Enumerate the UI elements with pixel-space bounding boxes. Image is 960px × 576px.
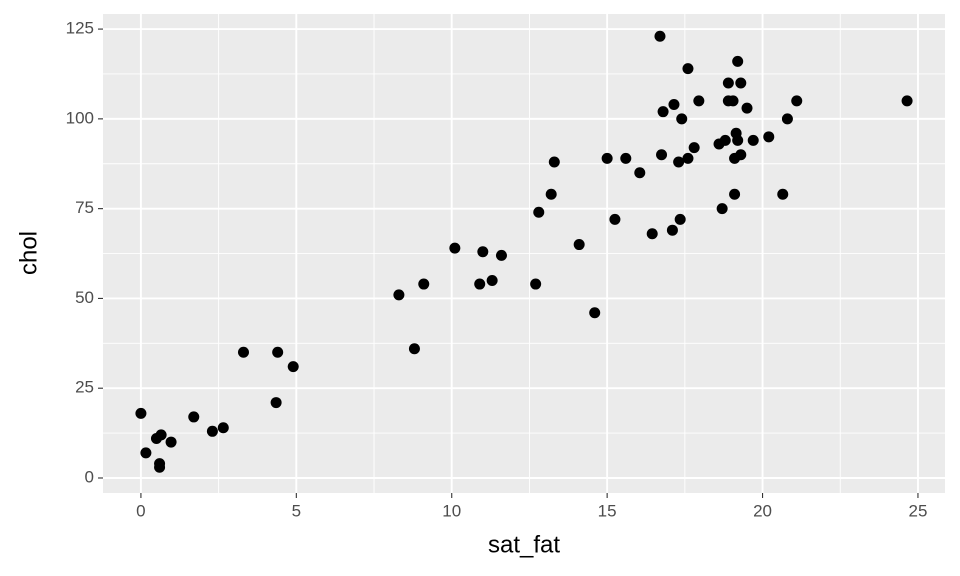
point	[272, 346, 284, 358]
point	[732, 134, 744, 146]
point	[693, 95, 705, 107]
point	[777, 188, 789, 200]
point	[609, 213, 621, 225]
point	[741, 102, 753, 114]
point	[901, 95, 913, 107]
point	[676, 113, 688, 125]
point	[646, 228, 658, 240]
point	[165, 436, 177, 448]
point	[486, 274, 498, 286]
point	[674, 213, 686, 225]
point	[735, 77, 747, 89]
point	[634, 167, 646, 179]
point	[763, 131, 775, 143]
point	[495, 249, 507, 261]
point	[237, 346, 249, 358]
point	[270, 397, 282, 409]
y-tick-label: 100	[66, 108, 94, 127]
point	[477, 246, 489, 258]
point	[735, 149, 747, 161]
point	[449, 242, 461, 254]
x-axis-title: sat_fat	[488, 531, 560, 558]
point	[548, 156, 560, 168]
point	[729, 188, 741, 200]
point	[620, 152, 632, 164]
point	[688, 142, 700, 154]
point	[722, 77, 734, 89]
point	[287, 361, 299, 373]
point	[217, 422, 229, 434]
point	[135, 407, 147, 419]
point	[727, 95, 739, 107]
x-tick-label: 20	[753, 501, 772, 520]
y-tick-label: 25	[75, 378, 94, 397]
y-tick-label: 0	[85, 467, 94, 486]
point	[601, 152, 613, 164]
point	[668, 98, 680, 110]
point	[140, 447, 152, 459]
point	[656, 149, 668, 161]
point	[474, 278, 486, 290]
point	[188, 411, 200, 423]
x-tick-label: 5	[292, 501, 301, 520]
y-tick-label: 75	[75, 198, 94, 217]
point	[682, 63, 694, 75]
point	[154, 461, 166, 473]
point	[408, 343, 420, 355]
point	[747, 134, 759, 146]
x-tick-label: 15	[598, 501, 617, 520]
point	[533, 206, 545, 218]
point	[666, 224, 678, 236]
point	[418, 278, 430, 290]
point	[545, 188, 557, 200]
point	[673, 156, 685, 168]
x-tick-label: 25	[908, 501, 927, 520]
point	[657, 106, 669, 118]
point	[573, 239, 585, 251]
point	[682, 152, 694, 164]
point	[530, 278, 542, 290]
x-tick-label: 0	[136, 501, 145, 520]
point	[393, 289, 405, 301]
point	[719, 134, 731, 146]
point	[589, 307, 601, 319]
point	[206, 425, 218, 437]
point	[781, 113, 793, 125]
point	[716, 203, 728, 215]
y-tick-label: 125	[66, 19, 94, 38]
y-axis-title: chol	[15, 231, 42, 275]
point	[155, 429, 167, 441]
x-tick-label: 10	[442, 501, 461, 520]
y-tick-label: 50	[75, 288, 94, 307]
point	[732, 55, 744, 67]
point	[654, 30, 666, 42]
point	[791, 95, 803, 107]
